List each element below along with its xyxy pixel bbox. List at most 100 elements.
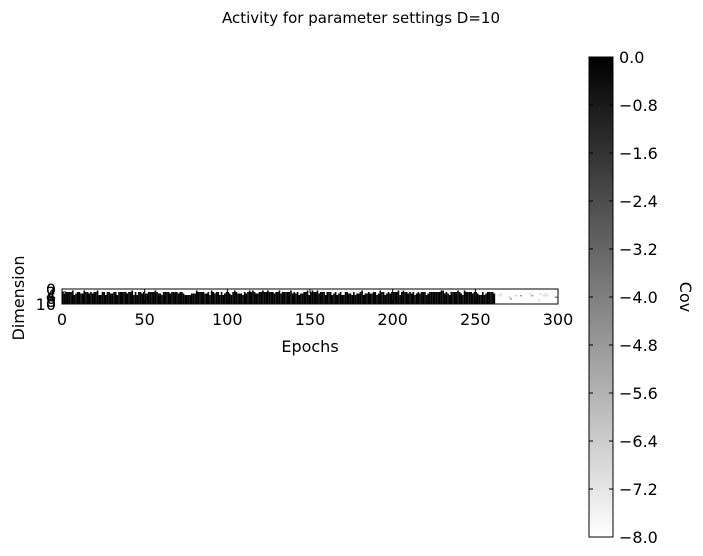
heatmap-cell — [119, 292, 122, 304]
heatmap-cell — [395, 292, 398, 304]
heatmap-cell — [197, 292, 200, 304]
heatmap-cell — [189, 295, 191, 304]
heatmap-cell — [283, 292, 286, 304]
heatmap-cell — [417, 292, 420, 304]
heatmap-cell — [508, 296, 511, 298]
heatmap-cell — [339, 292, 342, 304]
heatmap-cell — [510, 298, 512, 300]
heatmap-cell — [515, 295, 517, 297]
heatmap-cell — [493, 293, 496, 304]
heatmap-cell — [467, 292, 469, 304]
heatmap-cell — [174, 292, 177, 304]
heatmap-cell — [369, 293, 372, 304]
heatmap-cell — [252, 290, 254, 304]
heatmap-cell — [346, 292, 349, 304]
heatmap-cell — [255, 293, 258, 304]
x-tick-label: 250 — [460, 310, 491, 329]
heatmap-cell — [288, 292, 291, 304]
colorbar-tick-label: −6.4 — [619, 432, 658, 451]
heatmap-cell — [296, 292, 299, 304]
heatmap-cell — [222, 295, 225, 304]
heatmap-cell — [76, 292, 79, 304]
heatmap-cell — [491, 292, 494, 304]
colorbar-tick-label: −8.0 — [619, 528, 658, 547]
heatmap-cell — [136, 295, 139, 304]
heatmap-cell — [138, 292, 140, 304]
heatmap-cell — [156, 292, 158, 304]
colorbar-tick-label: −5.6 — [619, 384, 658, 403]
heatmap-cell — [207, 292, 210, 304]
heatmap-cell — [225, 292, 228, 304]
heatmap-cell — [253, 292, 256, 304]
heatmap-cell — [123, 292, 125, 304]
heatmap-cell — [475, 292, 477, 304]
heatmap-cell — [184, 295, 186, 304]
heatmap-cell — [154, 290, 157, 304]
heatmap-cell — [311, 290, 314, 304]
heatmap-cell — [139, 292, 142, 304]
heatmap-cell — [442, 290, 444, 304]
heatmap-cell — [159, 293, 162, 304]
heatmap-cell — [90, 292, 92, 304]
y-tick-label: 4 — [46, 286, 56, 305]
heatmap-cell — [199, 292, 201, 304]
heatmap-cell — [382, 292, 385, 304]
heatmap-cell — [356, 293, 358, 304]
heatmap-cell — [414, 295, 416, 304]
heatmap-cell — [392, 292, 395, 304]
heatmap-cell — [245, 293, 248, 304]
heatmap-cell — [359, 292, 362, 304]
heatmap-cell — [399, 295, 401, 304]
heatmap-cell — [376, 295, 378, 304]
heatmap-cell — [285, 292, 287, 304]
heatmap-cell — [217, 292, 220, 304]
heatmap-cell — [133, 295, 135, 304]
heatmap-cell — [220, 292, 223, 304]
colorbar-tick-label: −4.8 — [619, 336, 658, 355]
heatmap-cell — [227, 292, 229, 304]
colorbar-tick-label: −0.8 — [619, 96, 658, 115]
heatmap-cell — [93, 292, 96, 304]
heatmap-cell — [194, 293, 196, 304]
heatmap-cell — [405, 292, 408, 304]
heatmap-cell — [228, 293, 231, 304]
heatmap-cell — [478, 295, 481, 304]
heatmap-cell — [232, 292, 234, 304]
heatmap-cell — [410, 293, 413, 304]
heatmap-cell — [473, 292, 476, 304]
heatmap-cell — [391, 292, 393, 304]
heatmap-cell — [240, 293, 243, 304]
heatmap-cell — [281, 292, 284, 304]
heatmap-cell — [149, 292, 152, 304]
heatmap-cell — [66, 292, 69, 304]
heatmap-cell — [367, 292, 370, 304]
heatmap-cell — [258, 292, 261, 304]
heatmap-cell — [187, 295, 190, 304]
heatmap-cell — [262, 290, 264, 304]
heatmap-cell — [242, 295, 244, 304]
heatmap-cell — [427, 293, 430, 304]
heatmap-cell — [313, 292, 315, 304]
heatmap-cell — [457, 290, 459, 304]
heatmap-cell — [402, 290, 405, 304]
heatmap-cell — [455, 292, 458, 304]
heatmap-cell — [366, 293, 368, 304]
heatmap-cell — [331, 295, 334, 304]
heatmap-cell — [275, 292, 277, 304]
heatmap-cell — [233, 290, 236, 304]
heatmap-cell — [422, 292, 425, 304]
heatmap-cell — [371, 293, 373, 304]
heatmap-cell — [531, 295, 534, 297]
heatmap-cell — [486, 292, 489, 304]
heatmap-cell — [324, 295, 327, 304]
heatmap-cell — [164, 292, 167, 304]
heatmap-cell — [146, 293, 148, 304]
x-axis-label: Epochs — [281, 337, 338, 356]
heatmap-cell — [237, 293, 239, 304]
heatmap-cell — [344, 292, 347, 304]
heatmap-cell — [409, 292, 411, 304]
chart-title: Activity for parameter settings D=10 — [222, 9, 500, 27]
heatmap-cell — [438, 292, 441, 304]
heatmap-cell — [171, 292, 173, 304]
